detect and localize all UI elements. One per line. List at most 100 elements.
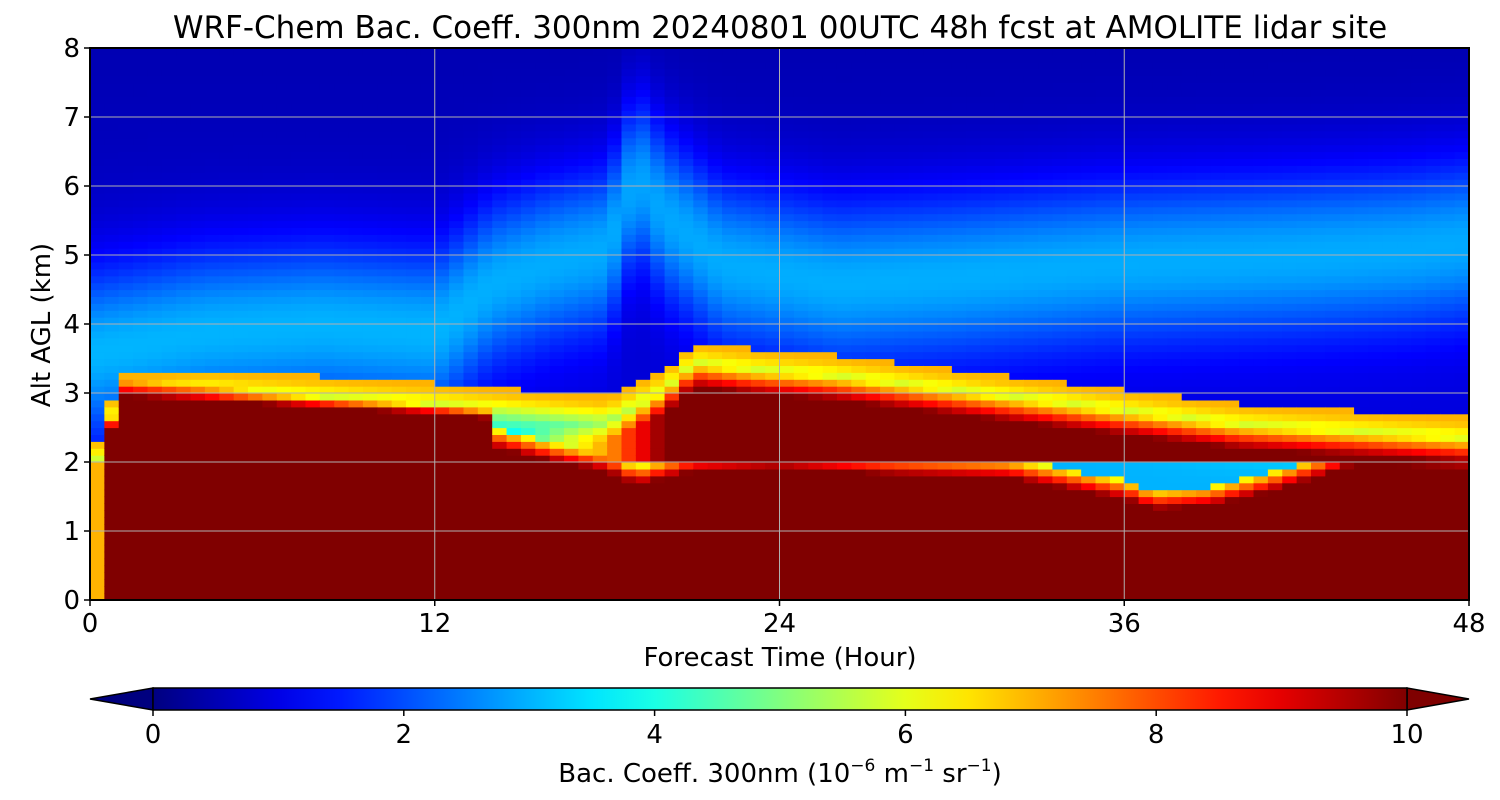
heatmap-cell: [937, 317, 953, 325]
heatmap-cell: [750, 123, 766, 132]
heatmap-cell: [793, 572, 809, 580]
heatmap-cell: [808, 420, 824, 429]
heatmap-cell: [966, 234, 982, 242]
heatmap-cell: [90, 393, 105, 401]
heatmap-cell: [607, 248, 623, 256]
heatmap-cell: [204, 206, 220, 215]
heatmap-cell: [291, 544, 307, 553]
heatmap-cell: [592, 54, 608, 63]
heatmap-cell: [894, 344, 910, 353]
heatmap-cell: [233, 572, 249, 580]
heatmap-cell: [722, 503, 737, 511]
heatmap-cell: [449, 192, 465, 201]
heatmap-cell: [549, 151, 565, 159]
heatmap-cell: [291, 593, 307, 600]
heatmap-cell: [391, 531, 407, 539]
heatmap-cell: [851, 468, 867, 477]
heatmap-cell: [650, 427, 666, 435]
heatmap-cell: [750, 558, 766, 567]
heatmap-cell: [463, 82, 479, 90]
heatmap-cell: [305, 227, 321, 235]
heatmap-cell: [319, 317, 335, 325]
heatmap-cell: [736, 510, 752, 518]
heatmap-cell: [693, 310, 709, 318]
heatmap-cell: [621, 123, 637, 132]
heatmap-cell: [621, 551, 637, 560]
heatmap-cell: [865, 399, 881, 408]
heatmap-cell: [693, 482, 709, 491]
heatmap-cell: [578, 68, 594, 77]
heatmap-cell: [305, 61, 321, 70]
heatmap-cell: [219, 137, 235, 146]
heatmap-cell: [118, 358, 134, 366]
heatmap-cell: [793, 586, 809, 594]
heatmap-cell: [908, 75, 924, 84]
heatmap-cell: [233, 551, 249, 560]
heatmap-cell: [750, 68, 766, 77]
heatmap-cell: [808, 434, 824, 442]
heatmap-cell: [362, 544, 378, 553]
heatmap-cell: [520, 75, 536, 84]
heatmap-cell: [923, 517, 939, 525]
heatmap-cell: [592, 48, 608, 56]
heatmap-cell: [104, 441, 120, 449]
heatmap-cell: [851, 82, 867, 90]
heatmap-cell: [736, 68, 752, 77]
heatmap-cell: [248, 344, 263, 353]
heatmap-cell: [520, 296, 536, 304]
heatmap-cell: [808, 593, 824, 600]
heatmap-cell: [851, 110, 867, 118]
heatmap-cell: [233, 261, 249, 270]
heatmap-cell: [377, 103, 393, 111]
heatmap-cell: [104, 261, 120, 270]
heatmap-cell: [765, 531, 781, 539]
heatmap-cell: [449, 241, 465, 249]
heatmap-cell: [118, 524, 134, 532]
heatmap-cell: [161, 427, 177, 435]
heatmap-cell: [305, 144, 321, 153]
heatmap-cell: [420, 393, 436, 401]
heatmap-cell: [779, 75, 795, 84]
heatmap-cell: [765, 330, 781, 339]
heatmap-cell: [104, 393, 120, 401]
heatmap-cell: [506, 496, 522, 504]
heatmap-cell: [894, 103, 910, 111]
heatmap-cell: [664, 275, 680, 284]
heatmap-cell: [506, 517, 522, 525]
heatmap-cell: [621, 427, 637, 435]
heatmap-cell: [865, 303, 881, 311]
heatmap-cell: [808, 330, 824, 339]
heatmap-cell: [578, 151, 594, 159]
heatmap-cell: [90, 406, 105, 415]
heatmap-cell: [808, 344, 824, 353]
heatmap-cell: [477, 365, 493, 373]
heatmap-cell: [262, 551, 278, 560]
heatmap-cell: [204, 227, 220, 235]
heatmap-cell: [851, 372, 867, 380]
heatmap-cell: [750, 117, 766, 125]
heatmap-cell: [262, 282, 278, 291]
heatmap-cell: [650, 406, 666, 415]
heatmap-cell: [549, 579, 565, 587]
heatmap-cell: [765, 96, 781, 104]
heatmap-cell: [923, 199, 939, 208]
heatmap-cell: [262, 144, 278, 153]
heatmap-cell: [276, 158, 292, 166]
heatmap-cell: [348, 558, 364, 567]
heatmap-cell: [204, 158, 220, 166]
heatmap-cell: [765, 551, 781, 560]
heatmap-cell: [391, 586, 407, 594]
heatmap-cell: [535, 351, 551, 360]
heatmap-cell: [707, 248, 723, 256]
heatmap-cell: [650, 537, 666, 546]
heatmap-cell: [104, 413, 120, 422]
heatmap-cell: [564, 310, 579, 318]
heatmap-cell: [161, 406, 177, 415]
heatmap-cell: [664, 48, 680, 56]
heatmap-cell: [808, 517, 824, 525]
heatmap-cell: [161, 344, 177, 353]
heatmap-cell: [635, 468, 651, 477]
heatmap-cell: [406, 220, 421, 228]
heatmap-cell: [736, 289, 752, 297]
heatmap-cell: [808, 544, 824, 553]
